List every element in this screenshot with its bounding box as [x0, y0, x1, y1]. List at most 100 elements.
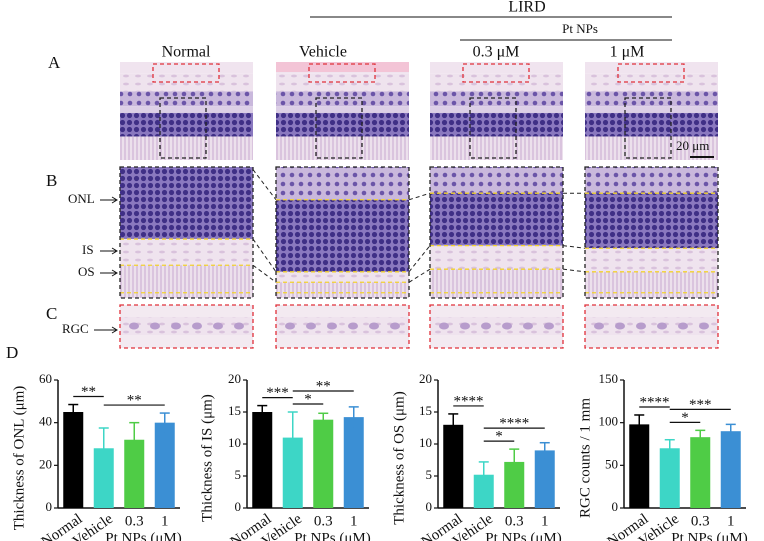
y-tick-label: 20: [228, 371, 241, 386]
panel-label: B: [46, 171, 57, 190]
tissue-layer: [120, 317, 253, 335]
tissue-layer: [276, 62, 409, 72]
column-header: Normal: [162, 44, 211, 61]
bar: [63, 412, 84, 508]
y-tick-label: 15: [228, 403, 241, 418]
tissue-layer: [276, 317, 409, 335]
significance-label: **: [316, 378, 331, 394]
tissue-layer: [120, 112, 253, 137]
y-tick-label: 0: [612, 499, 619, 514]
significance-label: *: [681, 410, 689, 426]
bar: [443, 424, 464, 508]
tissue-layer: [430, 167, 563, 194]
scale-bar-label: 20 μm: [676, 138, 709, 153]
cell: [439, 322, 449, 330]
panel-border: [119, 304, 254, 349]
tissue-layer: [120, 239, 253, 266]
significance-label: **: [127, 393, 142, 409]
tissue-layer: [430, 73, 563, 92]
group-title: LIRD: [508, 0, 545, 16]
arrow-head: [111, 269, 118, 277]
tissue-layer: [276, 199, 409, 272]
layer-label: OS: [78, 264, 95, 279]
significance-label: ****: [499, 416, 529, 432]
cell: [129, 322, 139, 330]
significance-label: ***: [266, 385, 289, 401]
tissue-layer: [276, 136, 409, 160]
column-header: 0.3 μM: [473, 44, 520, 61]
tissue-layer: [120, 62, 253, 74]
cell: [523, 322, 533, 330]
y-axis-label: Thickness of OS (μm): [391, 391, 407, 524]
significance-label: **: [81, 384, 96, 400]
x-tick-label: 0.3: [314, 513, 333, 529]
cell: [636, 322, 646, 330]
group-label: Pt NPs (μM): [294, 530, 370, 541]
connector: [408, 268, 431, 283]
y-axis-label: Thickness of ONL (μm): [11, 386, 27, 531]
micrographs: [119, 62, 719, 349]
tissue-layer: [276, 73, 409, 92]
y-tick-label: 0: [426, 499, 433, 514]
significance-label: *: [495, 429, 503, 445]
arrow-head: [111, 326, 118, 334]
panel-label: A: [48, 53, 61, 72]
cell: [369, 322, 379, 330]
roi-box: [624, 97, 672, 159]
significance-label: ****: [640, 394, 670, 410]
tissue-layer: [430, 112, 563, 137]
cell: [657, 322, 667, 330]
y-tick-label: 0: [46, 499, 53, 514]
tissue-layer: [120, 91, 253, 107]
tissue-layer: [585, 106, 718, 113]
tissue-layer: [430, 317, 563, 335]
cell: [615, 322, 625, 330]
tissue-layer: [430, 106, 563, 113]
y-tick-label: 5: [426, 467, 433, 482]
cell: [348, 322, 358, 330]
tissue-layer: [430, 62, 563, 74]
tissue-layer: [120, 73, 253, 92]
tissue-layer: [585, 136, 718, 160]
y-tick-label: 40: [39, 414, 52, 429]
tissue-layer: [276, 106, 409, 113]
panel-border: [429, 166, 564, 299]
significance-label: *: [304, 391, 312, 407]
bar: [313, 419, 334, 508]
layer-label: RGC: [62, 321, 89, 336]
y-tick-label: 15: [419, 403, 432, 418]
tissue-layer: [430, 136, 563, 160]
x-tick-label: 0.3: [125, 513, 144, 529]
cell: [544, 322, 554, 330]
bar: [282, 437, 303, 508]
cell: [171, 322, 181, 330]
cell: [699, 322, 709, 330]
cell: [678, 322, 688, 330]
x-tick-label: 1: [161, 513, 169, 529]
tissue-layer: [120, 167, 253, 240]
y-tick-label: 60: [39, 371, 52, 386]
tissue-layer: [120, 136, 253, 160]
connector: [252, 169, 277, 201]
cell: [390, 322, 400, 330]
bar: [720, 431, 741, 508]
connector: [408, 192, 431, 201]
panel-label: C: [46, 304, 57, 323]
x-tick-label: 0.3: [691, 513, 710, 529]
tissue-layer: [276, 167, 409, 200]
tissue-layer: [276, 91, 409, 107]
y-tick-label: 20: [419, 371, 432, 386]
cell: [306, 322, 316, 330]
panel-border: [275, 304, 410, 349]
connector: [562, 268, 586, 273]
cell: [594, 322, 604, 330]
panel-border: [275, 166, 410, 299]
x-tick-label: 1: [727, 513, 735, 529]
roi-box: [469, 97, 517, 159]
group-label: Pt NPs (μM): [671, 530, 747, 541]
y-tick-label: 20: [39, 456, 52, 471]
bar: [124, 439, 145, 508]
bar: [93, 448, 114, 508]
